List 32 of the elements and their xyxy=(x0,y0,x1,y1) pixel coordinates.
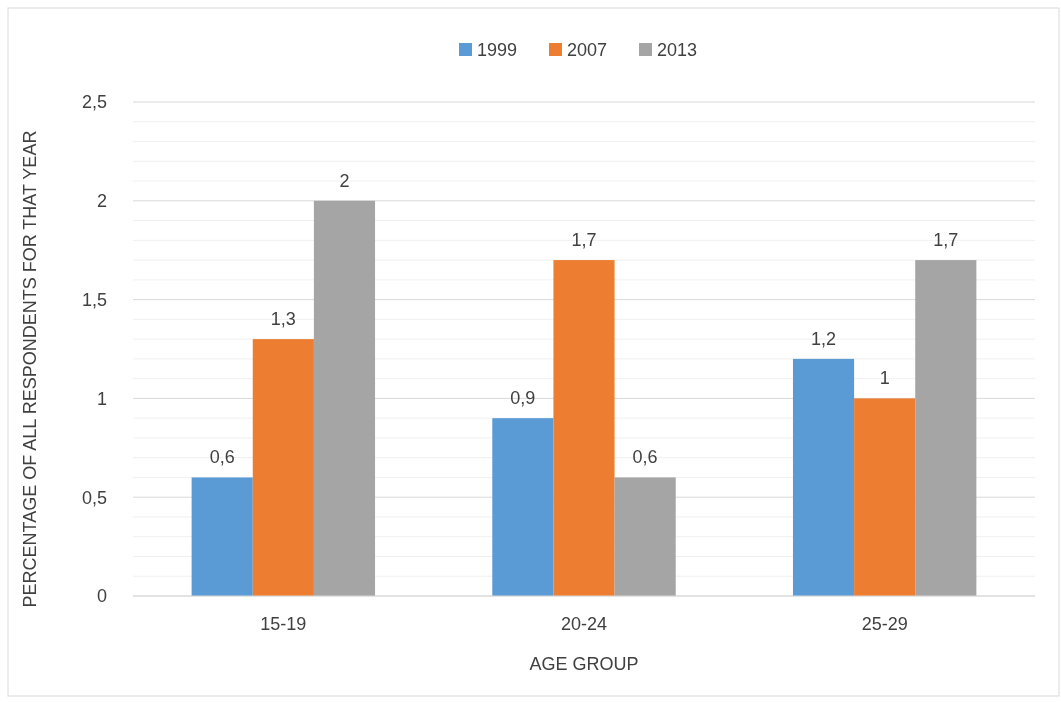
bar xyxy=(792,358,855,596)
data-label: 2 xyxy=(339,170,350,191)
data-label: 0,6 xyxy=(209,447,235,468)
bar xyxy=(553,260,615,596)
data-label: 1,3 xyxy=(270,309,296,330)
bar xyxy=(854,398,916,596)
x-tick-label: 20-24 xyxy=(560,614,608,634)
y-tick-label: 1,5 xyxy=(81,289,107,310)
data-label: 1 xyxy=(879,368,890,389)
bar xyxy=(313,200,376,596)
x-axis-title: AGE GROUP xyxy=(529,654,639,674)
bar xyxy=(915,260,977,596)
y-axis-title: PERCENTAGE OF ALL RESPONDENTS FOR THAT YEAR xyxy=(20,130,40,608)
legend-label: 1999 xyxy=(477,40,518,61)
y-tick-label: 1 xyxy=(96,388,107,409)
data-label: 0,9 xyxy=(510,388,536,409)
legend-label: 2013 xyxy=(657,40,698,61)
y-tick-label: 2 xyxy=(96,191,107,212)
bar xyxy=(492,418,554,596)
data-label: 1,2 xyxy=(811,328,837,349)
y-tick-label: 2,5 xyxy=(81,92,107,113)
data-label: 1,7 xyxy=(571,230,597,251)
x-tick-label: 25-29 xyxy=(861,614,908,634)
bar xyxy=(252,339,314,596)
y-tick-label: 0,5 xyxy=(81,487,107,508)
legend-label: 2007 xyxy=(567,40,608,61)
bar xyxy=(614,477,676,596)
y-tick-label: 0 xyxy=(96,586,107,607)
data-label: 1,7 xyxy=(933,230,959,251)
x-tick-label: 15-19 xyxy=(260,614,307,634)
bar xyxy=(191,477,253,596)
data-label: 0,6 xyxy=(632,447,658,468)
